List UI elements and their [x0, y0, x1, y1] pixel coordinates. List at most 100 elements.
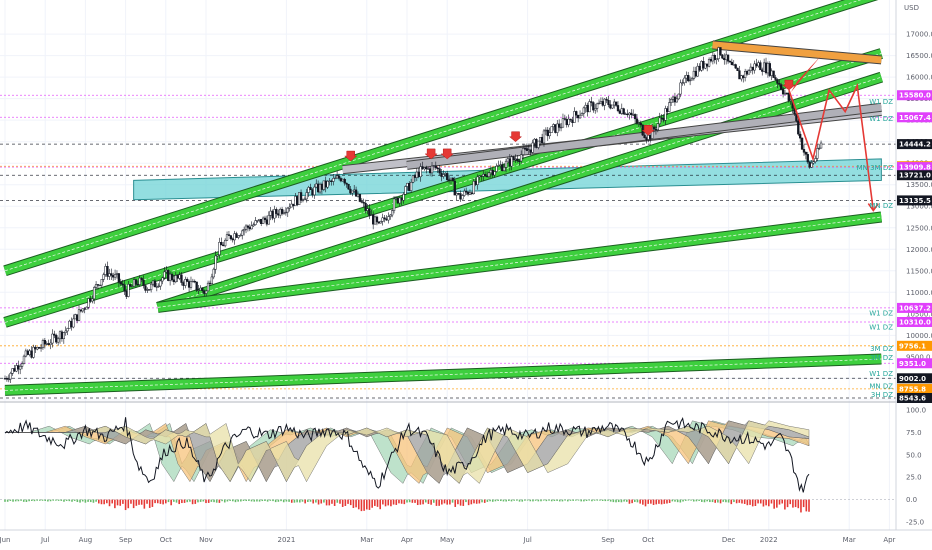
candle-body — [533, 138, 536, 144]
channel-midline — [4, 53, 882, 323]
histogram-bar — [202, 499, 205, 502]
candle-body — [161, 277, 164, 282]
candle-body — [654, 129, 658, 131]
histogram-bar — [122, 499, 124, 504]
histogram-bar — [106, 499, 108, 504]
zone-label: W1 DZ — [869, 324, 893, 332]
histogram-bar — [25, 499, 28, 502]
histogram-bar — [526, 499, 529, 501]
candle-body — [298, 192, 301, 205]
histogram-bar — [194, 499, 197, 504]
histogram-bar — [639, 499, 641, 504]
oscillator-tick-label: -25.0 — [906, 519, 924, 527]
candle-body — [66, 328, 69, 332]
candle-body — [241, 230, 244, 236]
histogram-bar — [727, 499, 730, 503]
price-tag-label: 8755.8 — [899, 385, 926, 393]
candle-body — [347, 183, 350, 190]
histogram-bar — [363, 499, 365, 511]
candle-body — [671, 96, 675, 100]
price-pane[interactable]: W1 DZ W1 DZ MN 3M DZ MN DZ W1 DZ W1 DZ 3M DZ3M… — [0, 0, 896, 530]
candle-body — [258, 219, 261, 221]
candle-body — [24, 350, 28, 357]
price-pane-bg — [0, 0, 896, 402]
histogram-bar — [68, 499, 71, 502]
histogram-bar — [290, 499, 293, 503]
histogram-bar — [682, 499, 684, 502]
histogram-bar — [36, 499, 38, 501]
histogram-bar — [52, 499, 55, 501]
candle-body — [106, 266, 109, 277]
histogram-bar — [138, 499, 140, 505]
histogram-bar — [660, 499, 663, 505]
histogram-bar — [612, 499, 615, 503]
histogram-bar — [467, 499, 470, 506]
histogram-bar — [154, 499, 156, 504]
histogram-bar — [60, 499, 63, 501]
candle-body — [578, 114, 582, 119]
candle-body — [123, 284, 126, 292]
candle-body — [474, 181, 477, 185]
candle-body — [55, 335, 58, 343]
oscillator-tick-label: 75.0 — [906, 429, 922, 437]
histogram-bar — [215, 499, 218, 503]
candle-body — [531, 142, 534, 153]
candle-body — [176, 275, 179, 279]
candle-body — [381, 217, 384, 222]
candle-body — [611, 104, 614, 109]
candle-body — [425, 167, 428, 170]
candle-body — [632, 114, 635, 116]
candle-body — [299, 192, 303, 201]
candle-body — [552, 124, 555, 127]
candle-body — [478, 175, 481, 178]
oscillator-axis[interactable]: 100.0 75.0 50.0 25.0 0.0 -25.0 — [906, 407, 926, 527]
candle-body — [303, 198, 307, 201]
histogram-bar — [175, 499, 178, 503]
candle-body — [595, 103, 599, 109]
candle-body — [449, 177, 453, 181]
histogram-bar — [459, 499, 462, 506]
candle-body — [218, 241, 221, 256]
candle-body — [193, 280, 196, 283]
histogram-bar — [537, 499, 540, 502]
candle-body — [250, 225, 253, 230]
trendline — [712, 41, 882, 64]
candle-body — [707, 59, 711, 67]
histogram-bar — [690, 499, 692, 501]
histogram-bar — [601, 499, 604, 501]
oscillator-line — [4, 417, 810, 493]
candle-body — [580, 113, 584, 116]
candle-body — [609, 104, 612, 109]
time-axis[interactable]: Jun Jul Aug Sep Oct Nov 2021 Mar Apr May Jul Sep Oct… — [0, 536, 896, 544]
histogram-bar — [494, 499, 497, 502]
histogram-bar — [223, 499, 226, 503]
candle-body — [320, 183, 324, 190]
candle-body — [263, 217, 267, 220]
candle-body — [47, 343, 50, 345]
candle-body — [751, 66, 754, 71]
histogram-bar — [805, 499, 808, 512]
candle-body — [721, 54, 724, 59]
histogram-bar — [751, 499, 754, 507]
oscillator-pane[interactable] — [0, 417, 896, 513]
candle-body — [493, 171, 496, 176]
histogram-bar — [770, 499, 773, 504]
candle-body — [419, 166, 422, 178]
candle-body — [491, 169, 494, 176]
candle-body — [664, 108, 667, 121]
price-axis[interactable]: 9000.09500.010000.010500.011000.011500.0… — [897, 31, 932, 403]
candle-body — [3, 378, 7, 380]
candle-body — [220, 241, 223, 246]
histogram-bar — [749, 499, 751, 505]
price-tag — [897, 302, 932, 313]
oscillator-tick-label: 25.0 — [906, 474, 922, 482]
histogram-bar — [374, 499, 376, 506]
histogram-bar — [545, 499, 548, 502]
candle-body — [358, 193, 362, 202]
histogram-bar — [76, 499, 79, 503]
candle-body — [182, 282, 185, 286]
histogram-bar — [759, 499, 762, 504]
candle-body — [364, 202, 367, 211]
zone-label: MN 3M DZ — [857, 164, 894, 172]
histogram-bar — [505, 499, 507, 502]
